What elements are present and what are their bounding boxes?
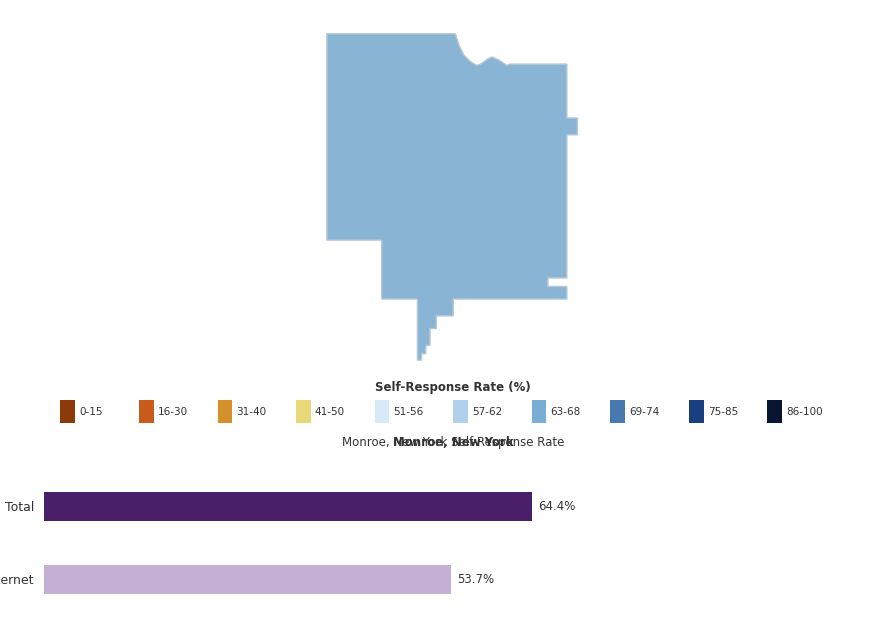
Text: 16-30: 16-30 [158, 407, 188, 417]
Text: 63-68: 63-68 [551, 407, 581, 417]
Text: 51-56: 51-56 [393, 407, 423, 417]
Text: Monroe, New York: Monroe, New York [392, 436, 514, 449]
Bar [44, 492, 532, 521]
Text: 64.4%: 64.4% [538, 500, 576, 513]
Text: 57-62: 57-62 [472, 407, 502, 417]
Polygon shape [326, 34, 577, 360]
Bar [217, 401, 232, 424]
Text: 75-85: 75-85 [708, 407, 738, 417]
Text: 86-100: 86-100 [787, 407, 823, 417]
Bar [44, 565, 451, 594]
Text: Self-Response Rate (%): Self-Response Rate (%) [376, 380, 531, 394]
Text: 53.7%: 53.7% [457, 573, 494, 586]
Bar [61, 401, 75, 424]
Bar [453, 401, 468, 424]
Text: 69-74: 69-74 [629, 407, 659, 417]
Bar [767, 401, 782, 424]
Bar [532, 401, 546, 424]
Text: Monroe, New York Self-Response Rate: Monroe, New York Self-Response Rate [342, 436, 564, 449]
Bar [375, 401, 389, 424]
Text: 41-50: 41-50 [315, 407, 345, 417]
Text: 31-40: 31-40 [237, 407, 267, 417]
Bar [296, 401, 311, 424]
Bar [611, 401, 625, 424]
Bar [139, 401, 154, 424]
Text: 0-15: 0-15 [79, 407, 103, 417]
Bar [689, 401, 704, 424]
